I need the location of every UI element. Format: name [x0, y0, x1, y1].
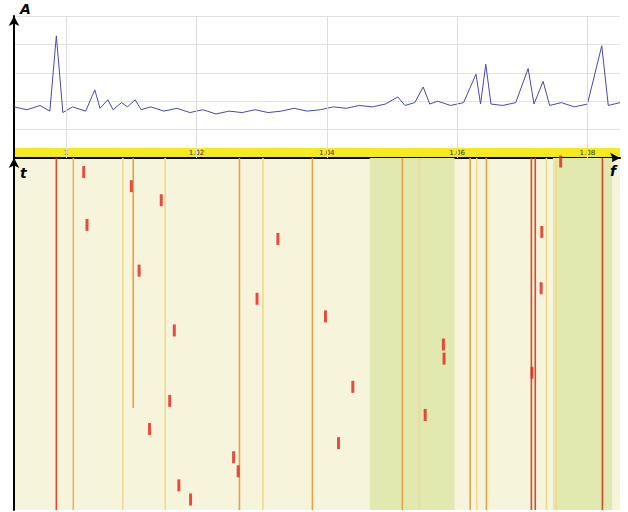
svg-text:1.08: 1.08	[579, 148, 596, 157]
svg-text:A: A	[19, 1, 31, 17]
svg-text:1: 1	[63, 148, 69, 157]
svg-text:1.04: 1.04	[319, 148, 335, 157]
svg-text:t: t	[20, 165, 28, 181]
svg-text:f: f	[610, 163, 618, 179]
svg-text:1.02: 1.02	[188, 148, 205, 157]
svg-text:1.06: 1.06	[449, 148, 465, 157]
